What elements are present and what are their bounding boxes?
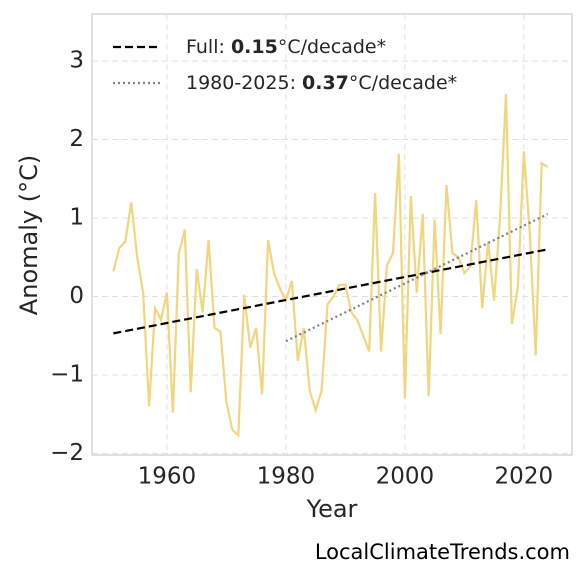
x-tick-label: 1960 bbox=[138, 464, 197, 490]
trend-line bbox=[285, 213, 549, 343]
y-tick-label: 3 bbox=[69, 48, 84, 74]
legend-label: 1980-2025: 0.37°C/decade* bbox=[186, 72, 457, 94]
data-line bbox=[112, 93, 549, 438]
y-tick-label: −1 bbox=[50, 361, 84, 387]
x-tick-label: 1980 bbox=[257, 464, 316, 490]
y-tick-label: 0 bbox=[69, 283, 84, 309]
watermark: LocalClimateTrends.com bbox=[315, 540, 570, 564]
trend-line bbox=[113, 248, 548, 335]
y-axis-label: Anomaly (°C) bbox=[15, 155, 43, 315]
legend-label: Full: 0.15°C/decade* bbox=[186, 36, 386, 58]
x-axis-label: Year bbox=[306, 495, 358, 523]
x-tick-label: 2020 bbox=[495, 464, 554, 490]
y-tick-label: 2 bbox=[69, 126, 84, 152]
y-tick-label: 1 bbox=[69, 205, 84, 231]
y-tick-label: −2 bbox=[50, 440, 84, 466]
x-tick-label: 2000 bbox=[376, 464, 435, 490]
